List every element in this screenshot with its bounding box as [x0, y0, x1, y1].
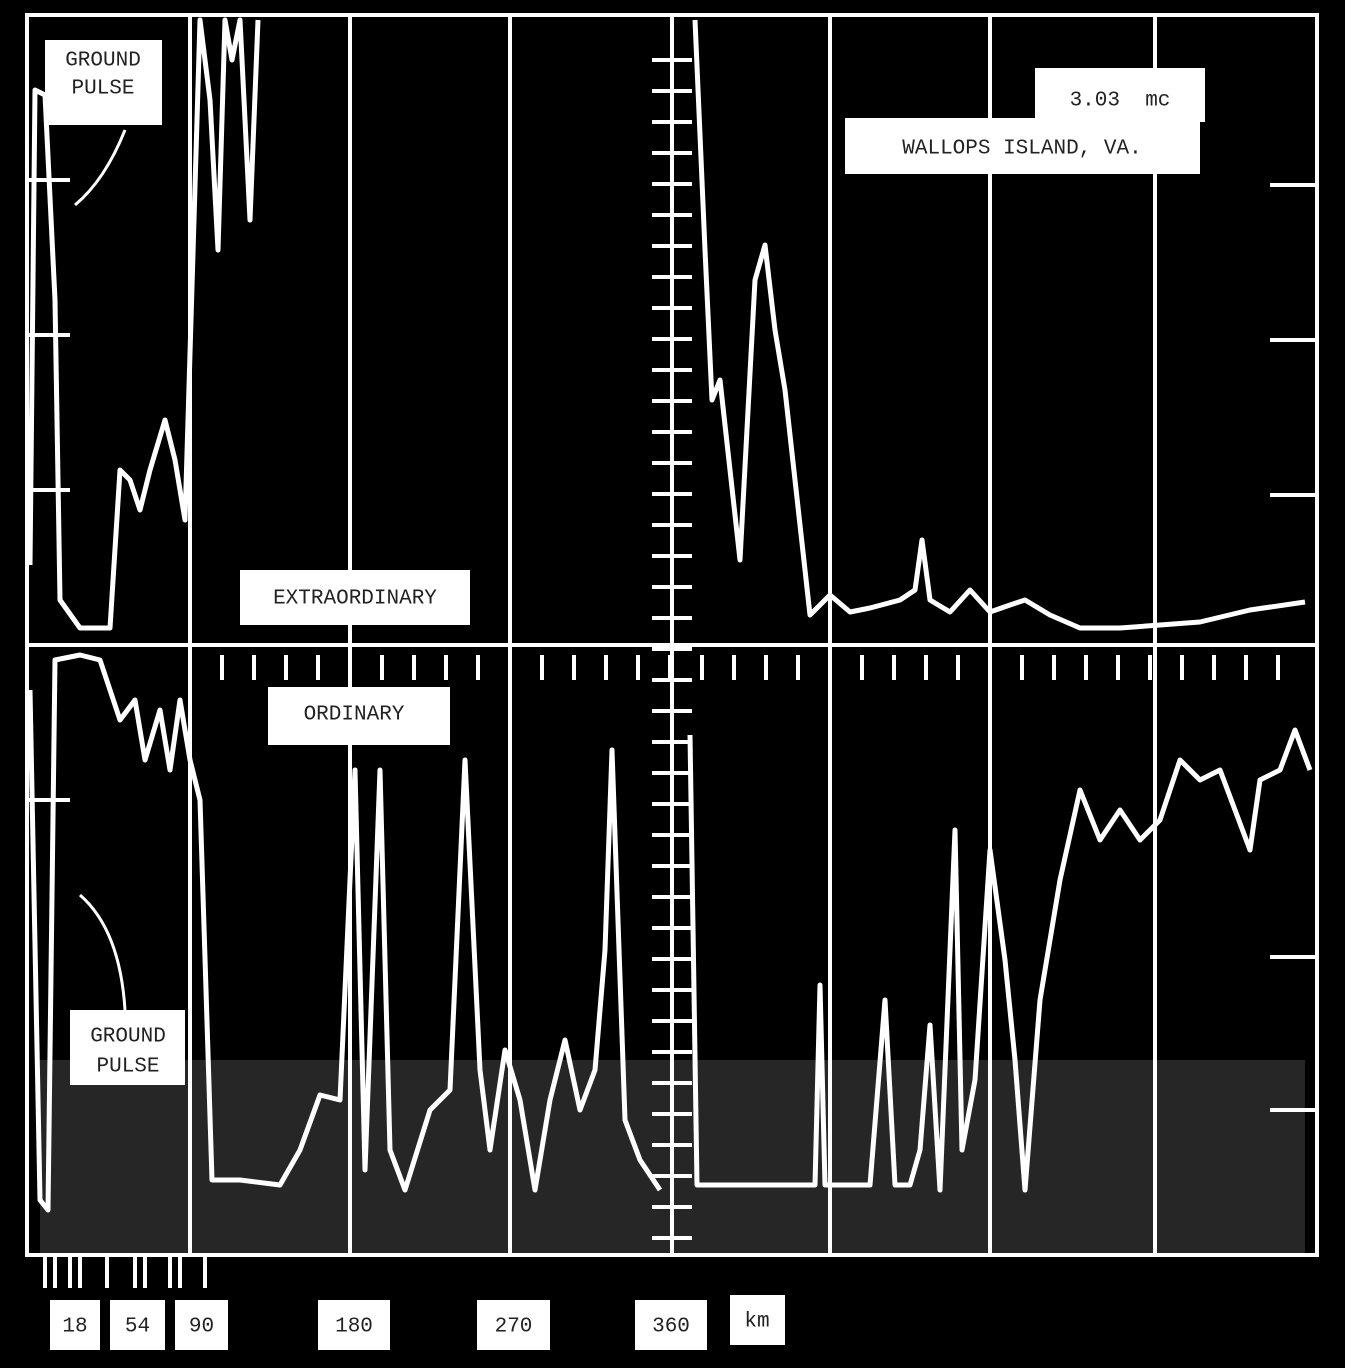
arrow	[79, 893, 127, 1011]
label-box	[635, 1300, 707, 1350]
ordinary-label: ORDINARY	[304, 704, 405, 727]
label-box	[730, 1295, 785, 1345]
label-box	[268, 687, 450, 745]
label-box	[175, 1300, 228, 1350]
label-box	[1035, 68, 1205, 122]
extraordinary-trace-2	[692, 19, 1306, 631]
label-line: PULSE	[71, 78, 134, 101]
range-label: 18	[62, 1316, 87, 1339]
ordinary-trace-2	[687, 727, 1313, 1193]
arrow	[74, 129, 127, 207]
label-line: GROUND	[90, 1026, 166, 1049]
label-box	[45, 40, 162, 125]
range-label: 180	[335, 1316, 373, 1339]
range-label: 270	[495, 1316, 533, 1339]
unit-label: km	[744, 1311, 769, 1334]
label-ground-pulse-upper: GROUND PULSE	[45, 40, 162, 125]
range-axis: 18 54 90 180 270 360 km	[43, 1255, 785, 1350]
label-box	[110, 1300, 165, 1350]
label-line: GROUND	[65, 50, 141, 73]
label-line: PULSE	[96, 1056, 159, 1079]
extraordinary-trace	[27, 17, 261, 631]
station-label: WALLOPS ISLAND, VA.	[902, 138, 1141, 161]
ordinary-trace	[27, 652, 663, 1213]
label-box	[477, 1300, 550, 1350]
label-box	[50, 1300, 100, 1350]
range-label: 360	[652, 1316, 690, 1339]
label-box	[240, 570, 470, 625]
range-label: 90	[189, 1316, 214, 1339]
label-ground-pulse-lower: GROUND PULSE	[70, 1010, 185, 1085]
frequency-label: 3.03 mc	[1070, 90, 1171, 113]
range-label: 54	[125, 1316, 150, 1339]
label-box	[318, 1300, 390, 1350]
label-box	[70, 1010, 185, 1085]
extraordinary-label: EXTRAORDINARY	[273, 588, 437, 611]
graticule	[25, 13, 1319, 1257]
label-box	[845, 118, 1200, 174]
